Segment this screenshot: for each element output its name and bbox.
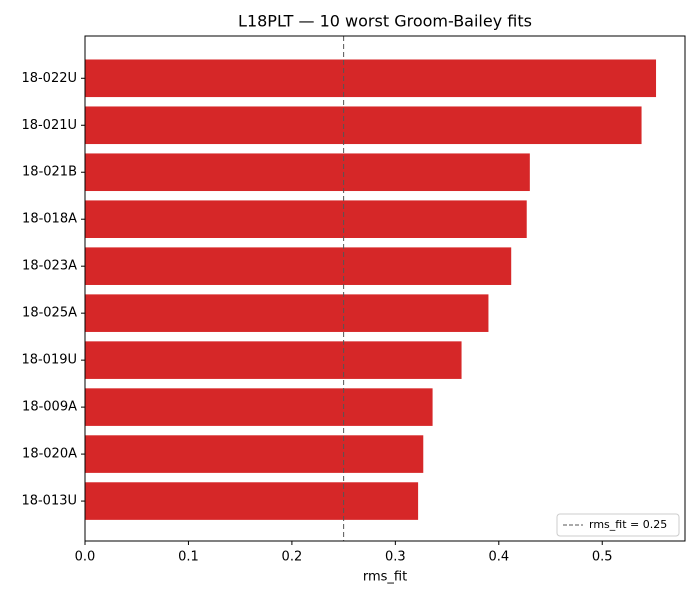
- y-tick-label: 18-009A: [22, 400, 77, 415]
- y-tick-label: 18-022U: [21, 71, 77, 86]
- bar: [85, 482, 419, 520]
- x-tick-label: 0.2: [282, 550, 303, 565]
- x-tick-label: 0.4: [488, 550, 509, 565]
- chart-title: L18PLT — 10 worst Groom-Bailey fits: [238, 12, 532, 31]
- bar: [85, 59, 657, 98]
- x-tick-label: 0.3: [385, 550, 406, 565]
- bar: [85, 106, 642, 145]
- y-tick-label: 18-021B: [22, 165, 77, 180]
- legend-label: rms_fit = 0.25: [589, 518, 667, 531]
- bar: [85, 388, 433, 426]
- bar: [85, 247, 512, 285]
- x-tick-label: 0.0: [75, 550, 96, 565]
- x-tick-label: 0.1: [178, 550, 199, 565]
- y-tick-label: 18-013U: [21, 494, 77, 509]
- y-tick-label: 18-020A: [22, 447, 77, 462]
- bar: [85, 294, 489, 332]
- axes-frame: [84, 35, 686, 542]
- x-axis-label: rms_fit: [363, 570, 407, 585]
- y-tick-label: 18-018A: [22, 212, 77, 227]
- bar: [85, 341, 462, 379]
- bar: [85, 153, 530, 192]
- legend-box: [556, 513, 680, 537]
- y-tick-label: 18-021U: [21, 118, 77, 133]
- bar: [85, 435, 424, 473]
- bar: [85, 200, 527, 238]
- x-tick-label: 0.5: [592, 550, 613, 565]
- y-tick-label: 18-019U: [21, 353, 77, 368]
- y-tick-label: 18-025A: [22, 306, 77, 321]
- y-tick-label: 18-023A: [22, 259, 77, 274]
